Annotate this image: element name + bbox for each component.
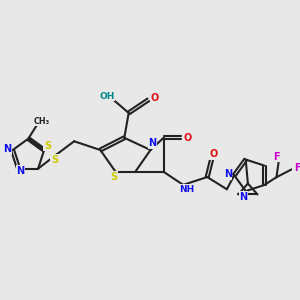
Text: S: S [51,154,58,165]
Text: S: S [110,172,117,182]
Text: OH: OH [99,92,115,101]
Text: F: F [295,163,300,172]
Text: CH₃: CH₃ [33,117,50,126]
Text: S: S [44,141,51,151]
Text: N: N [16,166,24,176]
Text: NH: NH [179,185,194,194]
Text: N: N [3,144,11,154]
Text: O: O [183,133,192,143]
Text: O: O [151,93,159,103]
Text: N: N [148,139,157,148]
Text: N: N [239,192,247,202]
Text: O: O [210,149,218,159]
Text: F: F [273,152,280,162]
Text: N: N [224,169,232,179]
